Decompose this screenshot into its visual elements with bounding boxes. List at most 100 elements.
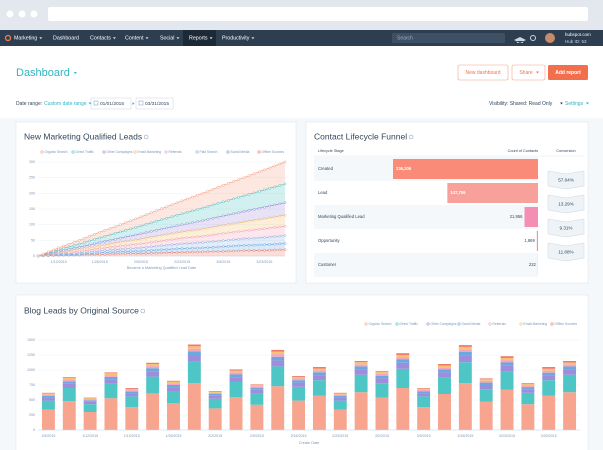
window-dot[interactable] bbox=[6, 10, 14, 18]
button[interactable] bbox=[457, 64, 509, 81]
x-tick-label: 2/23/2015 bbox=[174, 260, 190, 264]
legend-label[interactable]: Offline Sources bbox=[555, 322, 578, 326]
legend-label[interactable]: Other Campaigns bbox=[107, 150, 133, 154]
button[interactable] bbox=[511, 64, 546, 81]
marker bbox=[227, 181, 230, 185]
legend-label[interactable]: Email Marketing bbox=[524, 322, 548, 326]
marker bbox=[129, 243, 132, 247]
logo[interactable] bbox=[4, 34, 12, 42]
bar-segment bbox=[438, 372, 451, 378]
marker bbox=[196, 241, 199, 245]
marker bbox=[129, 227, 132, 231]
bar-segment bbox=[458, 362, 472, 384]
bar-segment bbox=[438, 365, 451, 368]
point bbox=[57, 246, 60, 250]
bar-segment bbox=[521, 384, 535, 386]
marker bbox=[211, 203, 215, 207]
bar-segment bbox=[271, 360, 285, 367]
legend-label[interactable]: Referrals bbox=[493, 322, 507, 326]
legend-label[interactable]: Organic Search bbox=[369, 322, 392, 326]
bar-segment bbox=[479, 380, 493, 383]
academy-icon[interactable] bbox=[514, 37, 526, 43]
point bbox=[283, 182, 287, 186]
legend-swatch bbox=[519, 322, 523, 326]
nav-item[interactable]: Contacts bbox=[90, 36, 111, 42]
y-tick-label: 200 bbox=[29, 191, 35, 195]
marker bbox=[206, 250, 210, 254]
window-dot[interactable] bbox=[30, 10, 38, 18]
nav-item[interactable]: Reports bbox=[189, 36, 208, 42]
bar-segment bbox=[83, 400, 97, 402]
point bbox=[242, 243, 246, 247]
bar-segment bbox=[146, 364, 160, 367]
legend-label[interactable]: Referrals bbox=[169, 150, 183, 154]
notifications-icon[interactable] bbox=[530, 35, 536, 41]
legend-label[interactable]: Direct Traffic bbox=[76, 150, 95, 154]
marker bbox=[206, 240, 210, 244]
bar-segment bbox=[500, 360, 514, 363]
nav-item[interactable]: Content bbox=[125, 36, 144, 42]
date-range-select[interactable]: Custom date range bbox=[44, 101, 87, 107]
bar-segment bbox=[250, 386, 264, 388]
legend-label[interactable]: Paid Search bbox=[200, 150, 218, 154]
info-icon[interactable] bbox=[143, 134, 149, 140]
bar-segment bbox=[333, 393, 347, 395]
x-tick-label: 3/30/2015 bbox=[541, 434, 557, 438]
conversion-chevron bbox=[547, 242, 585, 262]
bar-segment bbox=[229, 372, 243, 375]
legend-swatch bbox=[164, 150, 168, 154]
legend-label[interactable]: Offline Sources bbox=[262, 150, 285, 154]
nav-item[interactable]: Marketing bbox=[14, 36, 37, 42]
bar-segment bbox=[208, 392, 222, 394]
bar-segment bbox=[312, 395, 326, 430]
nav-item[interactable]: Productivity bbox=[222, 36, 250, 42]
date-input[interactable] bbox=[90, 97, 132, 110]
marker bbox=[252, 218, 256, 222]
point bbox=[263, 243, 266, 247]
search-box[interactable] bbox=[392, 33, 505, 43]
bar-segment bbox=[167, 383, 180, 385]
legend-label[interactable]: Email Marketing bbox=[138, 150, 162, 154]
info-icon[interactable] bbox=[408, 134, 414, 140]
legend-label[interactable]: Direct Traffic bbox=[400, 322, 419, 326]
legend-label[interactable]: Organic Search bbox=[45, 150, 68, 154]
point bbox=[160, 207, 163, 211]
nav-item[interactable]: Social bbox=[160, 36, 174, 42]
visibility[interactable]: Visibility: Shared: Read Only bbox=[489, 101, 553, 107]
legend-label[interactable]: Social Media bbox=[231, 150, 250, 154]
marker bbox=[175, 251, 179, 254]
marker bbox=[216, 245, 220, 249]
bar-segment bbox=[250, 387, 264, 390]
address-bar[interactable] bbox=[48, 7, 588, 21]
nav-item[interactable]: Dashboard bbox=[53, 36, 79, 42]
legend-label[interactable]: Other Campaigns bbox=[431, 322, 457, 326]
marker bbox=[227, 213, 230, 217]
button-primary[interactable] bbox=[548, 65, 588, 80]
legend-label[interactable]: Social Media bbox=[462, 322, 481, 326]
y-tick-label: 250 bbox=[29, 413, 35, 417]
marker bbox=[257, 243, 261, 247]
marker bbox=[247, 219, 251, 223]
window-dot[interactable] bbox=[18, 10, 26, 18]
date-input[interactable] bbox=[135, 97, 174, 110]
bar-segment bbox=[375, 383, 389, 398]
marker bbox=[278, 248, 282, 252]
bar-segment bbox=[187, 348, 201, 352]
settings[interactable]: Settings bbox=[565, 101, 584, 107]
bar-segment bbox=[62, 378, 76, 380]
marker bbox=[268, 243, 271, 246]
stage-label: Created bbox=[318, 166, 334, 171]
marker bbox=[191, 221, 194, 224]
point bbox=[263, 205, 266, 209]
marker bbox=[134, 226, 138, 229]
marker bbox=[129, 234, 132, 238]
marker bbox=[149, 245, 153, 249]
avatar[interactable] bbox=[545, 33, 555, 43]
info-icon[interactable] bbox=[140, 308, 146, 314]
bar-segment bbox=[83, 398, 97, 400]
marker bbox=[175, 247, 179, 251]
legend-swatch bbox=[550, 322, 554, 326]
point bbox=[98, 236, 102, 240]
bar-segment bbox=[271, 386, 285, 430]
dashboard-title[interactable]: Dashboard bbox=[16, 67, 70, 79]
